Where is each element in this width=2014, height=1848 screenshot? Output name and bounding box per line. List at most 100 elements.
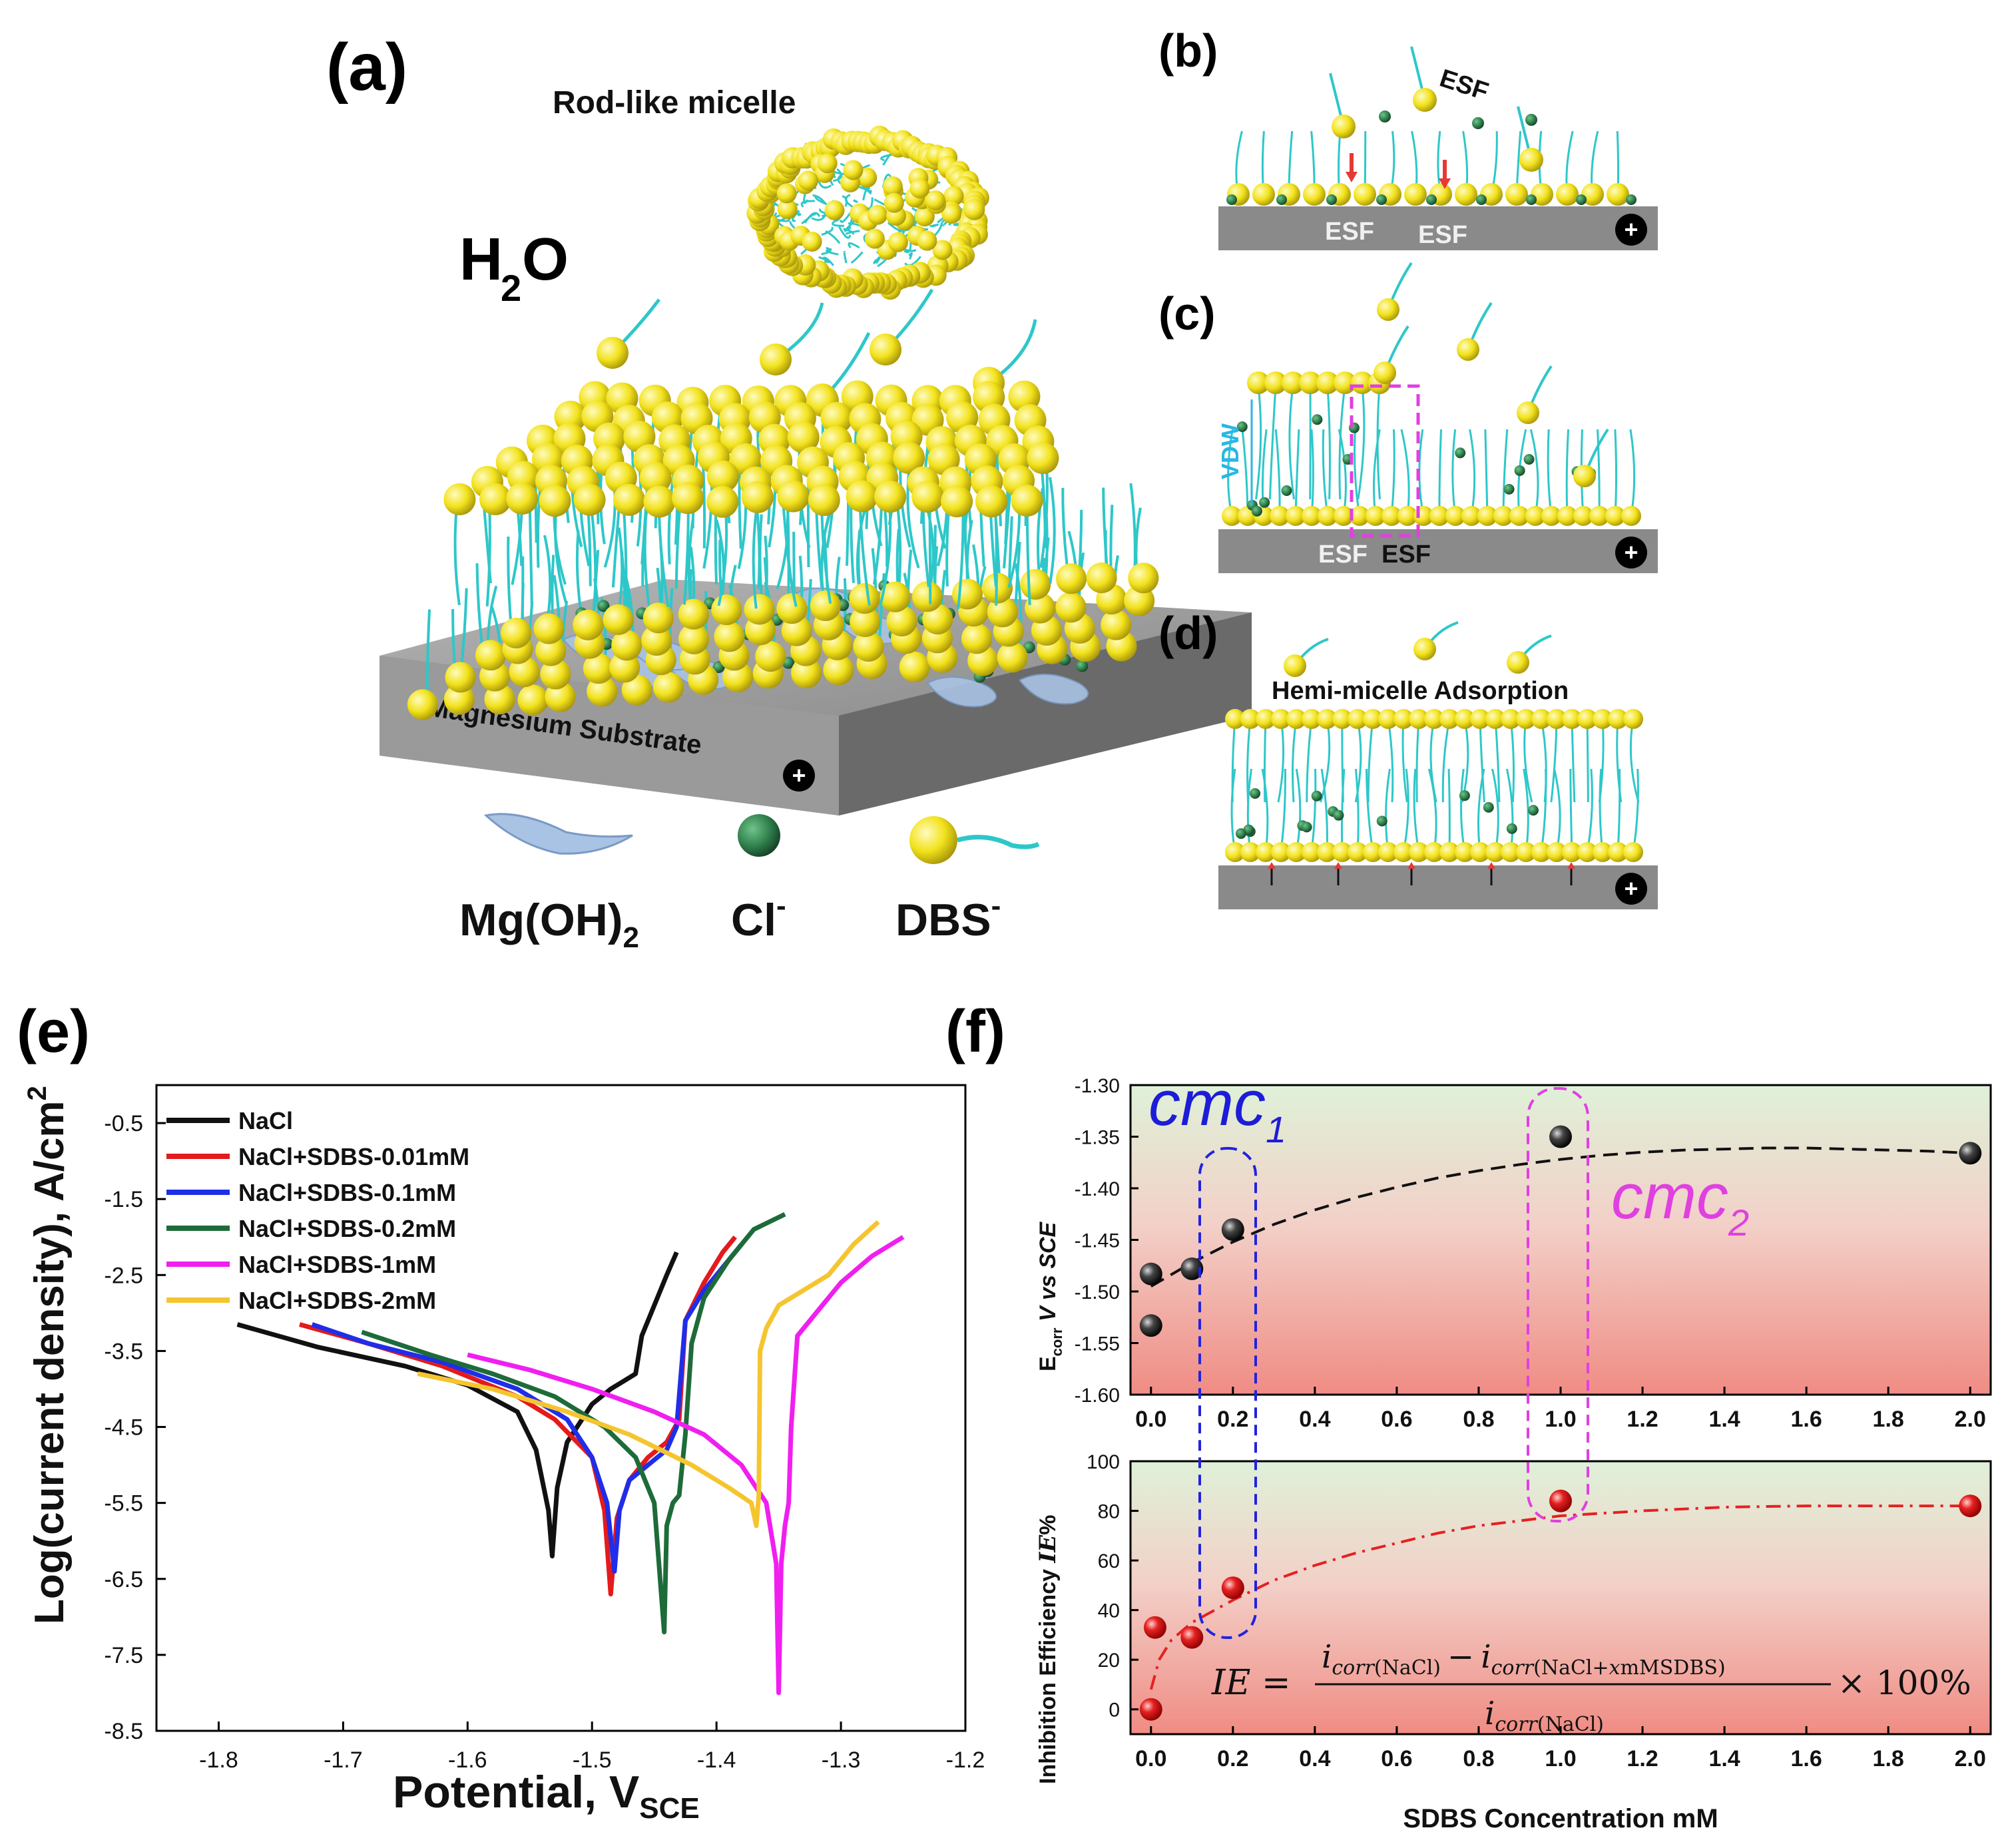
upper-tail-d [1429, 718, 1437, 803]
water-subscript: 2 [501, 267, 521, 309]
lower-head-d [1286, 842, 1306, 862]
upper-layer-head [1011, 485, 1043, 517]
legend-mgoh2: Mg(OH)2 [459, 895, 639, 954]
x-tick-label-e: -1.7 [324, 1747, 363, 1773]
lower-head-c [1557, 506, 1577, 526]
eq-num-b-sub: corr [1491, 1656, 1535, 1680]
lower-tail-c [1629, 429, 1636, 517]
rod-micelle-label: Rod-like micelle [553, 85, 796, 120]
chloride-icon [738, 814, 780, 857]
upper-head-d [1562, 709, 1582, 729]
lower-layer-head [791, 657, 822, 688]
x-tick-label-f: 1.0 [1545, 1746, 1576, 1771]
y-tick-label-e: -6.5 [104, 1567, 143, 1592]
micelle-head [864, 228, 885, 249]
cmc1-box [1198, 1147, 1257, 1639]
axes-f-top: 0.0 0.2 0.4 0.6 0.8 1.0 1.2 1.4 1.6 1.8 2.0 -1.30 -1… [1075, 1075, 1986, 1432]
lower-head-d [1348, 842, 1368, 862]
y-tick-label-f: -1.60 [1075, 1385, 1120, 1407]
chloride-ion [1326, 194, 1337, 205]
vdw-label: VDW [1216, 423, 1244, 479]
upper-layer-head [479, 483, 512, 515]
lower-layer-head [484, 684, 515, 715]
lower-tail-d [1310, 768, 1317, 853]
micelle-tail [833, 168, 843, 182]
y-tick-label-e: -2.5 [104, 1263, 143, 1288]
mg-oh2-deposit [1018, 673, 1089, 705]
upper-layer-head [808, 484, 840, 517]
y-tick-label-f: 100 [1087, 1451, 1120, 1473]
equation-tail: × 100% [1838, 1664, 1971, 1702]
micelle-tail [873, 256, 880, 264]
legend-dbs-text: DBS [895, 895, 991, 945]
y-axis-title-f-bottom-end: % [1035, 1514, 1061, 1534]
lower-layer-head [1128, 563, 1159, 594]
micelle-head [943, 186, 964, 206]
fit-curve-f [1149, 1504, 1971, 1690]
lower-head-d [1531, 842, 1551, 862]
data-point-f [1180, 1257, 1204, 1280]
lower-head-d [1516, 842, 1536, 862]
upper-tail-c [1357, 385, 1366, 500]
panel-label-c: (c) [1158, 288, 1216, 340]
upper-head-c [1351, 371, 1374, 394]
lower-layer-head [1056, 563, 1087, 594]
panel-c: (c) VDW ESF ESF + [1158, 262, 1658, 573]
chloride-ion [1526, 194, 1537, 205]
micelle-tail [843, 250, 848, 264]
micelle-tail [933, 222, 943, 236]
panel-e: (e) -1.8 -1.7 -1.6 -1.5 -1.4 -1.3 -1.2 -0.5 -1.5… [17, 999, 985, 1825]
chloride-ion [597, 600, 610, 612]
chloride-ion [1506, 823, 1517, 834]
x-tick-label-e: -1.5 [573, 1747, 612, 1773]
y-tick-label-f: 60 [1098, 1550, 1120, 1572]
esf-label-b2: ESF [1418, 221, 1467, 249]
micelle-head [802, 232, 822, 252]
upper-tail-d [1341, 718, 1344, 803]
x-tick-label-f: 1.8 [1873, 1746, 1904, 1771]
chloride-ion [1023, 641, 1035, 654]
legend-label-e: NaCl+SDBS-0.01mM [238, 1143, 469, 1170]
lower-tail-c [1565, 429, 1570, 517]
upper-layer-head [893, 441, 925, 474]
micelle-tail [801, 212, 817, 225]
hemi-micelle-bilayer-d [1225, 621, 1643, 885]
plus-charge-icon-c [1615, 537, 1647, 569]
data-point-f [1549, 1489, 1572, 1512]
upper-tail-d [1277, 718, 1285, 803]
lower-tail-d [1505, 768, 1514, 853]
lower-layer-head [823, 654, 854, 686]
lower-tail-d [1491, 768, 1499, 853]
water-label: H 2 O [459, 226, 569, 309]
legend-label-e: NaCl+SDBS-0.1mM [238, 1179, 456, 1206]
lower-layer-tail [1129, 483, 1136, 577]
legend-dbs: DBS- [895, 889, 1001, 945]
lower-head-d [1485, 842, 1505, 862]
lower-layer-head [1086, 563, 1117, 594]
upper-layer-head [941, 485, 973, 518]
x-tick-label-f: 2.0 [1955, 1407, 1986, 1432]
micelle-tail [845, 230, 860, 235]
lower-head-d [1240, 842, 1260, 862]
data-point-f [1959, 1142, 1982, 1165]
y-tick-label-f: 0 [1109, 1700, 1120, 1722]
lower-head-d [1393, 842, 1413, 862]
lower-layer-tail [1075, 509, 1083, 603]
plus-sign-b: + [1624, 216, 1638, 243]
x-tick-label-f: 0.6 [1381, 1407, 1412, 1432]
lower-tail-c [1390, 429, 1395, 517]
upper-head-d [1516, 709, 1536, 729]
monolayer-head [1505, 183, 1528, 206]
dbs-tail-icon [957, 835, 1040, 849]
lower-head-c [1493, 506, 1513, 526]
panel-label-b: (b) [1158, 25, 1218, 77]
lower-layer-head [443, 684, 475, 715]
upper-head-d [1409, 709, 1429, 729]
substrate-arrowhead [1268, 862, 1276, 869]
upper-head-d [1302, 709, 1322, 729]
chloride-ion [1626, 194, 1636, 205]
chloride-ion [1250, 788, 1261, 799]
substrate-arrowhead [1567, 862, 1575, 869]
chloride-ion [1426, 194, 1437, 205]
